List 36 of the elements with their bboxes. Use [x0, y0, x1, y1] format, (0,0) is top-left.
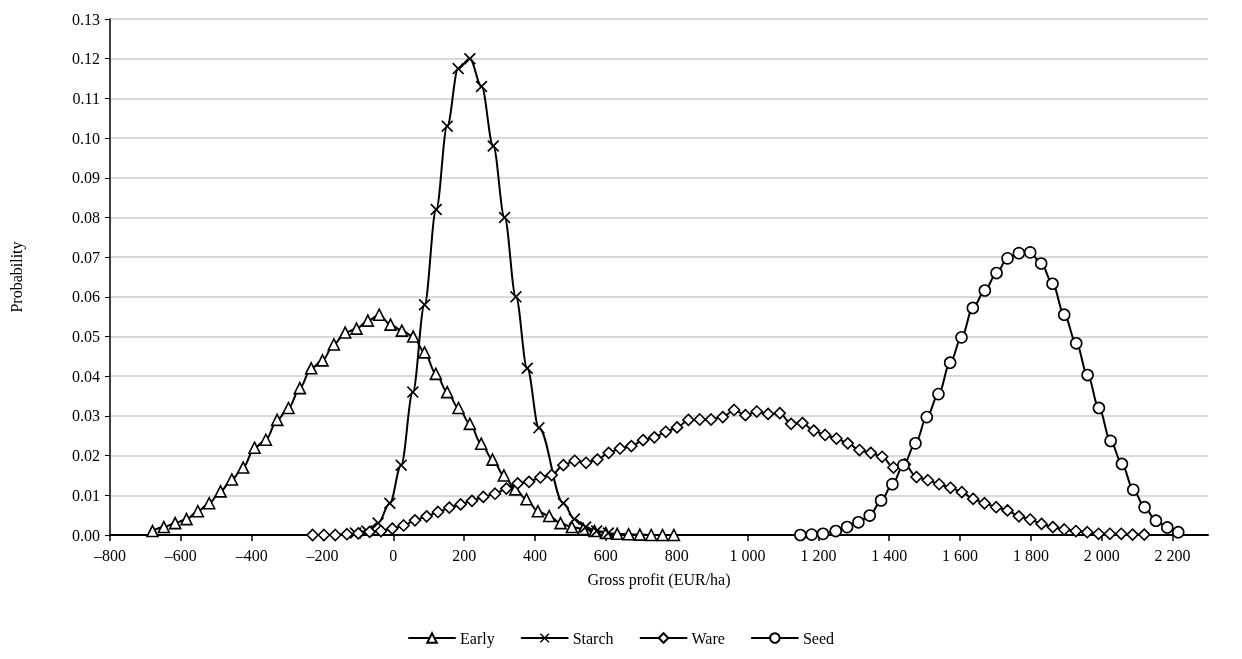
x-tick-label: 1 400 — [871, 546, 908, 564]
x-tick-label: 1 000 — [729, 546, 766, 564]
x-tick-label: 0 — [389, 546, 398, 564]
y-tick-label: 0.01 — [72, 486, 100, 504]
legend-label: Starch — [572, 629, 614, 647]
x-axis-title: Gross profit (EUR/ha) — [587, 570, 731, 589]
x-tick-label: 1 600 — [942, 546, 979, 564]
y-tick-label: 0.08 — [72, 208, 100, 226]
y-tick-label: 0.11 — [72, 89, 100, 107]
y-tick-label: 0.00 — [72, 526, 100, 544]
y-tick-label: 0.06 — [72, 288, 100, 306]
y-tick-label: 0.03 — [72, 407, 100, 425]
x-tick-label: 1 800 — [1012, 546, 1049, 564]
x-tick-label: 400 — [523, 546, 548, 564]
x-tick-label: 600 — [593, 546, 618, 564]
x-tick-label: 2 000 — [1083, 546, 1120, 564]
y-tick-label: 0.12 — [72, 50, 100, 68]
x-tick-label: 1 200 — [800, 546, 837, 564]
x-tick-label: –200 — [305, 546, 339, 564]
x-tick-label: –600 — [163, 546, 197, 564]
legend-label: Early — [460, 629, 495, 648]
y-tick-label: 0.13 — [72, 10, 100, 28]
y-axis-title: Probability — [7, 241, 26, 313]
y-tick-label: 0.05 — [72, 328, 100, 346]
x-tick-label: –800 — [93, 546, 126, 564]
x-tick-label: 2 200 — [1154, 546, 1191, 564]
x-tick-label: –400 — [234, 546, 268, 564]
x-tick-label: 200 — [452, 546, 477, 564]
legend-label: Seed — [802, 629, 834, 647]
y-tick-label: 0.07 — [72, 248, 100, 266]
x-tick-label: 800 — [664, 546, 689, 564]
y-tick-label: 0.04 — [72, 367, 100, 385]
legend-label: Ware — [691, 629, 725, 647]
y-tick-label: 0.10 — [72, 129, 100, 147]
y-tick-label: 0.09 — [72, 169, 100, 187]
y-tick-label: 0.02 — [72, 447, 100, 465]
